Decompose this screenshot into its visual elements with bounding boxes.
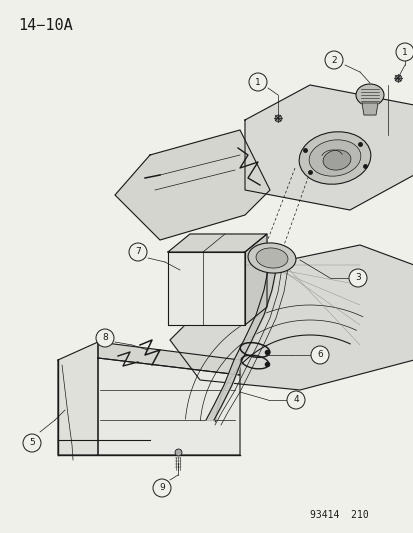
Text: 93414  210: 93414 210 [309,510,368,520]
Polygon shape [170,245,413,390]
Polygon shape [98,342,240,375]
Text: 8: 8 [102,334,108,343]
Text: 4: 4 [292,395,298,405]
Ellipse shape [355,84,383,106]
Text: 7: 7 [135,247,140,256]
Circle shape [248,73,266,91]
Circle shape [153,479,171,497]
Circle shape [324,51,342,69]
Circle shape [96,329,114,347]
Text: 3: 3 [354,273,360,282]
Polygon shape [168,252,244,325]
Circle shape [348,269,366,287]
Polygon shape [168,234,266,252]
Text: 5: 5 [29,439,35,448]
Text: 14−10A: 14−10A [18,18,73,33]
Ellipse shape [255,248,287,268]
Circle shape [310,346,328,364]
Polygon shape [244,234,266,325]
Ellipse shape [322,150,350,170]
Circle shape [286,391,304,409]
Ellipse shape [299,132,370,184]
Polygon shape [58,342,98,455]
Text: 9: 9 [159,483,164,492]
Polygon shape [361,103,377,115]
Ellipse shape [247,243,295,273]
Circle shape [395,43,413,61]
Circle shape [129,243,147,261]
Polygon shape [98,358,240,455]
Text: 1: 1 [401,47,407,56]
Polygon shape [115,130,269,240]
Text: 1: 1 [254,77,260,86]
Circle shape [23,434,41,452]
Ellipse shape [309,140,360,176]
Text: 6: 6 [316,351,322,359]
Text: 2: 2 [330,55,336,64]
Polygon shape [244,85,413,210]
